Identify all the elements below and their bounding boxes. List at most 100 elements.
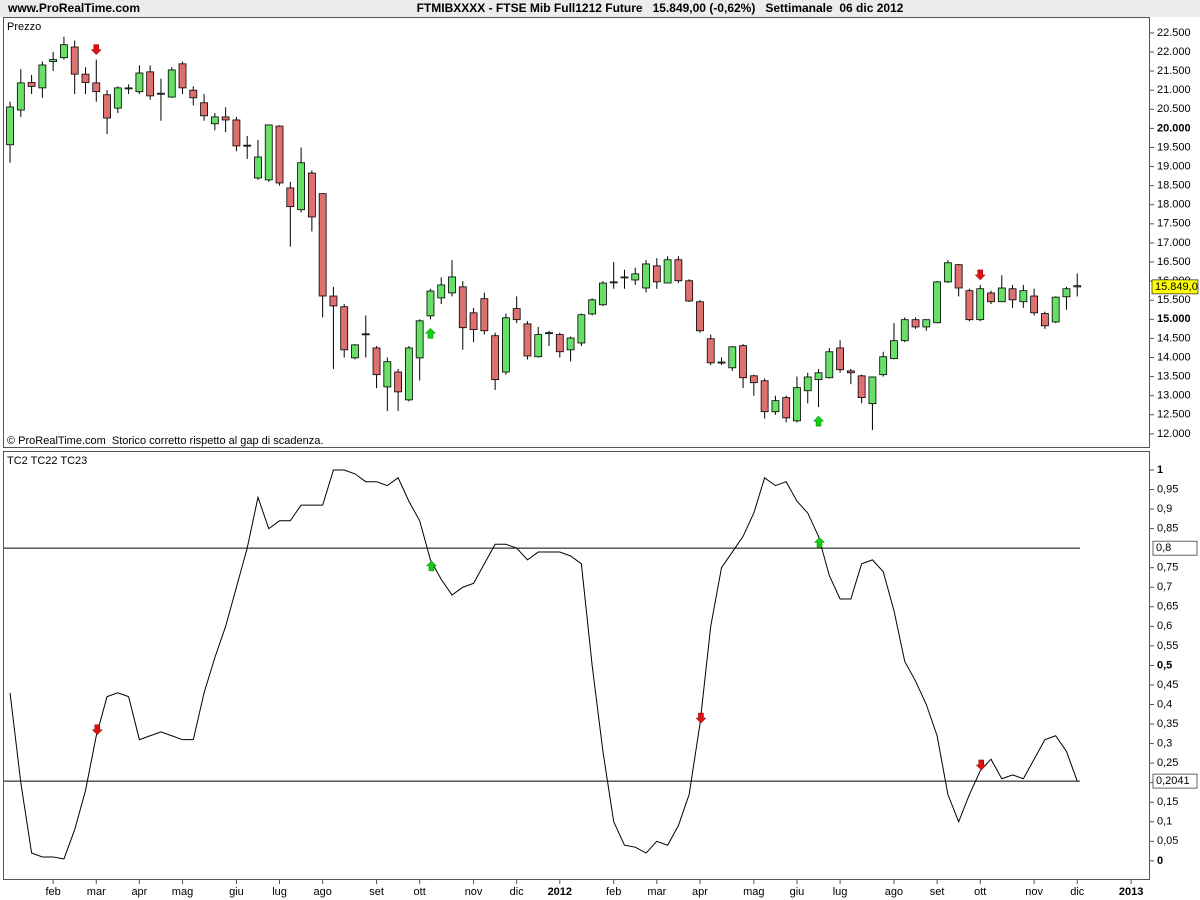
level-box bbox=[1152, 773, 1198, 789]
x-tick-label: apr bbox=[692, 886, 708, 898]
x-tick-label: feb bbox=[46, 886, 61, 898]
y-tick-label: 0,55 bbox=[1157, 640, 1178, 652]
candle-body bbox=[728, 346, 737, 369]
y-tick-label: 22.000 bbox=[1157, 46, 1191, 58]
candle-body bbox=[609, 281, 618, 284]
signal-arrow bbox=[812, 415, 825, 427]
x-tick-label: set bbox=[930, 886, 945, 898]
y-tick-label: 0,5 bbox=[1157, 659, 1172, 671]
candle-body bbox=[92, 82, 101, 93]
candle-body bbox=[480, 298, 489, 332]
x-tick-label: lug bbox=[272, 886, 287, 898]
candle-body bbox=[351, 344, 359, 359]
y-tick-label: 13.500 bbox=[1157, 370, 1191, 382]
candle-body bbox=[663, 259, 672, 284]
x-tick-label: nov bbox=[465, 886, 483, 898]
y-tick-label: 0,4 bbox=[1157, 698, 1172, 710]
candle-body bbox=[383, 361, 392, 388]
candle-body bbox=[361, 333, 370, 336]
candle-body bbox=[577, 314, 586, 344]
y-tick-label: 0 bbox=[1157, 855, 1163, 867]
level-label: 0,8 bbox=[1156, 542, 1171, 554]
y-tick-label: 0,75 bbox=[1157, 562, 1178, 574]
x-tick-label: dic bbox=[1070, 886, 1085, 898]
candle-body bbox=[200, 102, 208, 117]
candle-body bbox=[1040, 313, 1049, 327]
candle-body bbox=[103, 94, 111, 119]
x-tick-label: mag bbox=[172, 886, 193, 898]
candle-body bbox=[545, 332, 553, 335]
candle-body bbox=[890, 340, 898, 360]
price-title: Prezzo bbox=[7, 21, 41, 33]
candle-body bbox=[458, 286, 467, 329]
x-tick-label: mag bbox=[743, 886, 764, 898]
x-tick-label: 2013 bbox=[1119, 886, 1143, 898]
x-tick-label: ago bbox=[885, 886, 903, 898]
candle-body bbox=[232, 119, 241, 147]
candle-body bbox=[846, 370, 855, 374]
x-tick-label: mar bbox=[87, 886, 106, 898]
y-tick-label: 0,6 bbox=[1157, 620, 1172, 632]
y-tick-label: 0,7 bbox=[1157, 581, 1172, 593]
candle-body bbox=[146, 71, 155, 97]
candle-body bbox=[706, 338, 715, 364]
candle-body bbox=[426, 290, 435, 317]
y-tick-label: 19.500 bbox=[1157, 141, 1191, 153]
site: www.ProRealTime.com bbox=[7, 1, 140, 15]
candle-body bbox=[16, 82, 25, 111]
candle-body bbox=[448, 276, 456, 294]
indicator-title: TC2 TC22 TC23 bbox=[7, 455, 87, 467]
candle-body bbox=[879, 356, 888, 376]
candle-body bbox=[749, 375, 758, 384]
candle-body bbox=[911, 319, 920, 328]
candle-body bbox=[555, 334, 564, 353]
candle-body bbox=[825, 351, 834, 379]
y-tick-label: 20.000 bbox=[1157, 122, 1191, 134]
candle-body bbox=[286, 187, 295, 208]
candle-body bbox=[987, 292, 995, 303]
signal-arrow bbox=[424, 327, 437, 339]
level-label: 0,2041 bbox=[1156, 775, 1190, 787]
x-tick-label: ago bbox=[313, 886, 331, 898]
candle-body bbox=[631, 273, 640, 281]
candle-body bbox=[696, 301, 704, 332]
annotation: © ProRealTime.com Storico corretto rispe… bbox=[7, 435, 323, 447]
y-tick-label: 16.500 bbox=[1157, 256, 1191, 268]
candle-body bbox=[135, 72, 144, 93]
candle-body bbox=[1073, 285, 1082, 288]
candle-body bbox=[60, 44, 68, 59]
candle-body bbox=[836, 347, 844, 371]
candle-body bbox=[81, 73, 90, 83]
signal-arrow bbox=[974, 269, 986, 281]
header-title: FTMIBXXXX - FTSE Mib Full1212 Future 15.… bbox=[417, 1, 904, 15]
y-tick-label: 1 bbox=[1157, 464, 1163, 476]
y-tick-label: 12.000 bbox=[1157, 428, 1191, 440]
y-tick-label: 15.500 bbox=[1157, 294, 1191, 306]
candle-body bbox=[27, 82, 36, 87]
x-tick-label: apr bbox=[131, 886, 147, 898]
candle-body bbox=[318, 193, 327, 297]
candle-body bbox=[814, 372, 823, 381]
candle-body bbox=[793, 387, 801, 422]
signal-arrow bbox=[425, 560, 438, 572]
candle-body bbox=[70, 46, 79, 75]
candle-body bbox=[1019, 290, 1028, 303]
candle-body bbox=[868, 376, 877, 405]
indicator-line bbox=[9, 469, 1078, 860]
candle-body bbox=[943, 262, 952, 283]
candle-body bbox=[329, 295, 338, 307]
y-tick-label: 0,1 bbox=[1157, 816, 1172, 828]
price-frame bbox=[3, 17, 1150, 448]
candle-body bbox=[178, 63, 187, 89]
signal-arrow bbox=[975, 759, 987, 771]
candle-body bbox=[588, 299, 597, 315]
candle-body bbox=[523, 323, 532, 357]
y-tick-label: 15.000 bbox=[1157, 313, 1191, 325]
candle-body bbox=[189, 89, 198, 99]
candle-body bbox=[415, 320, 424, 359]
y-tick-label: 13.000 bbox=[1157, 390, 1191, 402]
x-tick-label: feb bbox=[606, 886, 621, 898]
candle-body bbox=[275, 125, 284, 184]
header-bar bbox=[0, 0, 1200, 17]
